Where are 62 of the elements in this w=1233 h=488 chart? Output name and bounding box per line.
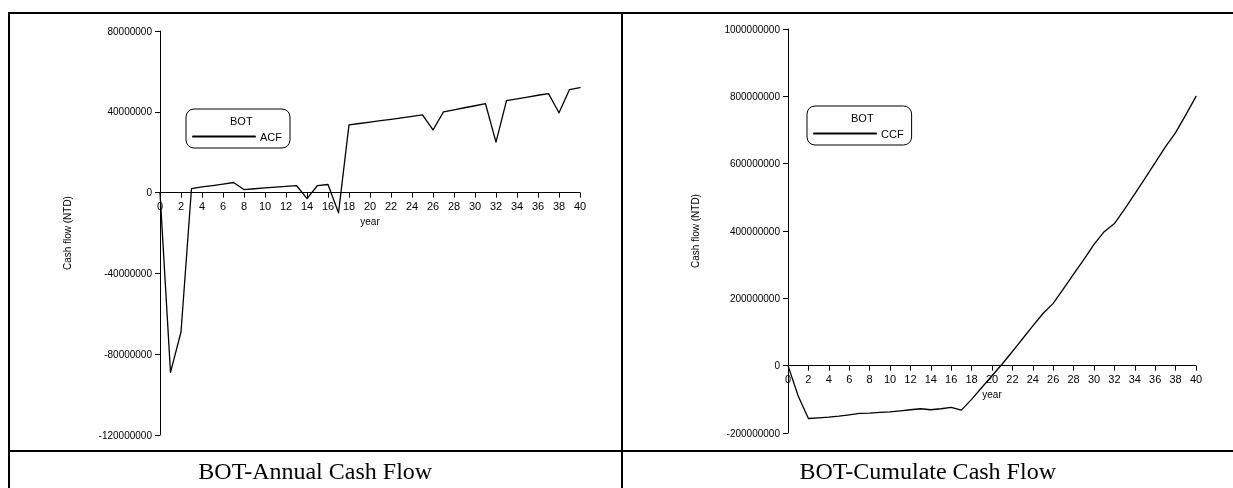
x-tick-label: 20: [363, 200, 377, 213]
x-tick-label: 28: [447, 200, 461, 213]
y-tick-label: 200000000: [729, 292, 780, 304]
x-tick-label: 10: [883, 373, 896, 386]
x-tick-label: 24: [405, 200, 419, 213]
x-axis-title: year: [360, 216, 381, 228]
y-tick-label: 40000000: [107, 106, 153, 118]
x-tick-label: 12: [903, 373, 917, 386]
x-tick-label: 14: [300, 200, 314, 213]
x-tick-label: 32: [489, 200, 503, 213]
x-tick-label: 4: [198, 200, 206, 213]
text: BOT-Annual Cash Flow: [10, 450, 621, 488]
x-tick-label: 38: [552, 200, 566, 213]
y-tick-label: 1000000000: [723, 23, 780, 35]
text: CCF: [880, 127, 904, 140]
x-tick-label: 12: [279, 200, 293, 213]
y-axis-title: Cash flow (NTD): [689, 194, 700, 268]
x-tick-label: 22: [384, 200, 398, 213]
y-tick-label: 600000000: [729, 158, 780, 170]
x-tick-label: 28: [1066, 373, 1080, 386]
text: BOT-Cumulate Cash Flow: [622, 450, 1233, 488]
y-tick-label: 800000000: [729, 90, 780, 102]
y-tick-label: 400000000: [729, 225, 780, 237]
x-tick-label: 40: [1189, 373, 1202, 386]
x-axis-title: year: [981, 389, 1002, 401]
x-tick-label: 2: [177, 200, 185, 213]
x-tick-label: 8: [240, 200, 248, 213]
x-tick-label: 30: [468, 200, 482, 213]
x-tick-label: 6: [845, 373, 852, 386]
y-tick-label: -120000000: [98, 429, 153, 441]
y-axis-title: Cash flow (NTD): [61, 196, 73, 270]
x-tick-label: 18: [964, 373, 978, 386]
x-tick-label: 26: [1046, 373, 1059, 386]
y-tick-label: 0: [146, 187, 153, 199]
x-tick-label: 4: [825, 373, 832, 386]
legend-title: BOT: [230, 114, 253, 127]
x-tick-label: 26: [426, 200, 440, 213]
y-tick-label: 0: [773, 360, 780, 372]
x-tick-label: 30: [1087, 373, 1100, 386]
x-tick-label: 34: [510, 200, 524, 213]
y-tick-label: -80000000: [104, 348, 153, 360]
y-tick-label: -200000000: [726, 427, 780, 439]
x-tick-label: 18: [342, 200, 356, 213]
x-tick-label: 36: [1148, 373, 1161, 386]
x-tick-label: 38: [1168, 373, 1182, 386]
y-tick-label: 80000000: [107, 25, 153, 37]
y-tick-label: -40000000: [104, 267, 153, 279]
x-tick-label: 2: [804, 373, 811, 386]
x-tick-label: 8: [866, 373, 873, 386]
x-tick-label: 40: [573, 200, 587, 213]
x-tick-label: 34: [1128, 373, 1141, 386]
x-tick-label: 32: [1107, 373, 1121, 386]
legend-title: BOT: [850, 111, 874, 124]
x-tick-label: 22: [1005, 373, 1019, 386]
x-tick-label: 14: [924, 373, 937, 386]
x-tick-label: 16: [321, 200, 335, 213]
x-tick-label: 16: [944, 373, 957, 386]
text: ACF: [260, 130, 283, 143]
x-tick-label: 10: [258, 200, 272, 213]
x-tick-label: 6: [219, 200, 227, 213]
x-tick-label: 36: [531, 200, 545, 213]
x-tick-label: 24: [1026, 373, 1039, 386]
